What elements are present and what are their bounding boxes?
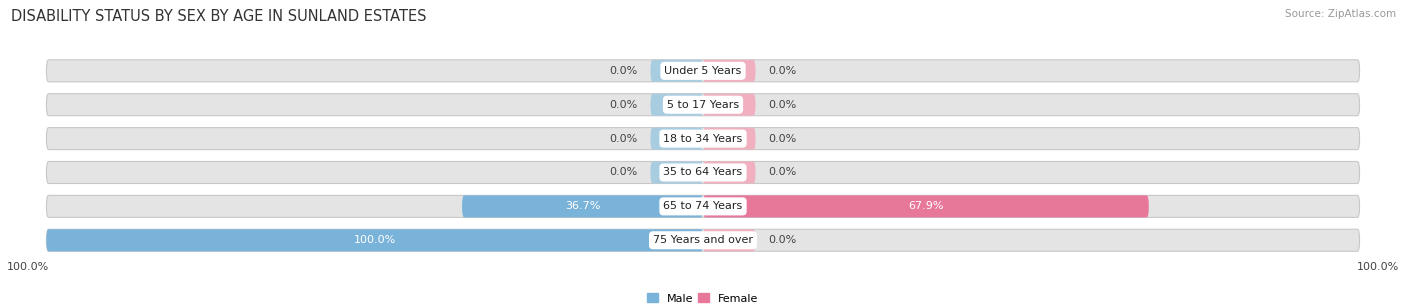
FancyBboxPatch shape — [651, 127, 703, 150]
FancyBboxPatch shape — [651, 94, 703, 116]
Text: 0.0%: 0.0% — [769, 134, 797, 144]
Text: 100.0%: 100.0% — [353, 235, 396, 245]
FancyBboxPatch shape — [703, 161, 755, 184]
FancyBboxPatch shape — [46, 127, 1360, 150]
FancyBboxPatch shape — [46, 229, 1360, 251]
Text: 100.0%: 100.0% — [1357, 262, 1399, 272]
Text: 0.0%: 0.0% — [769, 167, 797, 178]
FancyBboxPatch shape — [46, 196, 1360, 217]
Text: Under 5 Years: Under 5 Years — [665, 66, 741, 76]
Text: 0.0%: 0.0% — [769, 66, 797, 76]
FancyBboxPatch shape — [703, 127, 755, 150]
Text: 36.7%: 36.7% — [565, 201, 600, 211]
FancyBboxPatch shape — [703, 196, 1149, 217]
Text: 35 to 64 Years: 35 to 64 Years — [664, 167, 742, 178]
FancyBboxPatch shape — [46, 161, 1360, 184]
FancyBboxPatch shape — [651, 161, 703, 184]
Text: 18 to 34 Years: 18 to 34 Years — [664, 134, 742, 144]
Text: 0.0%: 0.0% — [769, 235, 797, 245]
FancyBboxPatch shape — [703, 94, 755, 116]
FancyBboxPatch shape — [46, 94, 1360, 116]
Text: Source: ZipAtlas.com: Source: ZipAtlas.com — [1285, 9, 1396, 19]
FancyBboxPatch shape — [46, 229, 703, 251]
Text: 0.0%: 0.0% — [609, 66, 637, 76]
Text: 5 to 17 Years: 5 to 17 Years — [666, 100, 740, 110]
Text: 0.0%: 0.0% — [769, 100, 797, 110]
FancyBboxPatch shape — [703, 229, 755, 251]
Text: 0.0%: 0.0% — [609, 167, 637, 178]
Text: 0.0%: 0.0% — [609, 134, 637, 144]
Text: 65 to 74 Years: 65 to 74 Years — [664, 201, 742, 211]
Legend: Male, Female: Male, Female — [647, 293, 759, 304]
FancyBboxPatch shape — [651, 60, 703, 82]
Text: 100.0%: 100.0% — [7, 262, 49, 272]
FancyBboxPatch shape — [46, 60, 1360, 82]
Text: 75 Years and over: 75 Years and over — [652, 235, 754, 245]
Text: 67.9%: 67.9% — [908, 201, 943, 211]
Text: DISABILITY STATUS BY SEX BY AGE IN SUNLAND ESTATES: DISABILITY STATUS BY SEX BY AGE IN SUNLA… — [11, 9, 427, 24]
FancyBboxPatch shape — [703, 60, 755, 82]
FancyBboxPatch shape — [463, 196, 703, 217]
Text: 0.0%: 0.0% — [609, 100, 637, 110]
